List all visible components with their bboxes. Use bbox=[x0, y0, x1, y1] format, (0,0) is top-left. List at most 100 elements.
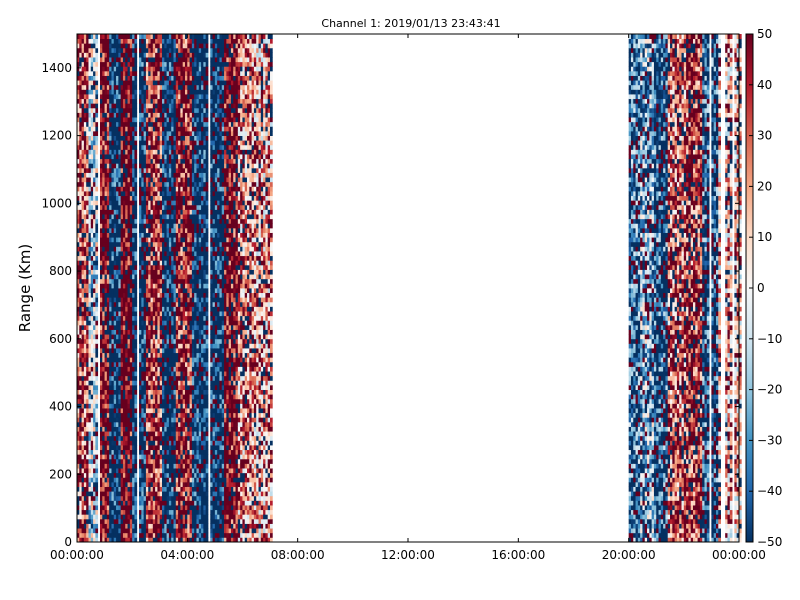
heatmap-cell bbox=[152, 472, 156, 478]
heatmap-cell bbox=[111, 481, 115, 487]
heatmap-cell bbox=[83, 66, 87, 72]
heatmap-cell bbox=[155, 158, 158, 164]
heatmap-cell bbox=[159, 528, 163, 534]
heatmap-cell bbox=[139, 144, 142, 150]
heatmap-cell bbox=[180, 357, 184, 363]
heatmap-cell bbox=[81, 463, 85, 469]
heatmap-cell bbox=[132, 514, 135, 520]
heatmap-cell bbox=[132, 421, 135, 427]
heatmap-cell bbox=[162, 509, 165, 515]
heatmap-cell bbox=[77, 440, 80, 446]
heatmap-cell bbox=[104, 528, 108, 534]
heatmap-cell bbox=[159, 532, 163, 538]
heatmap-cell bbox=[175, 495, 179, 501]
heatmap-cell bbox=[139, 297, 142, 303]
heatmap-cell bbox=[152, 251, 156, 257]
heatmap-cell bbox=[129, 431, 133, 437]
heatmap-cell bbox=[109, 426, 112, 432]
heatmap-cell bbox=[171, 241, 174, 247]
heatmap-cell bbox=[178, 232, 181, 238]
heatmap-cell bbox=[83, 472, 87, 478]
heatmap-cell bbox=[77, 454, 80, 460]
heatmap-cell bbox=[180, 209, 184, 215]
heatmap-cell bbox=[132, 66, 135, 72]
heatmap-cell bbox=[171, 306, 174, 312]
heatmap-cell bbox=[148, 361, 151, 367]
heatmap-cell bbox=[127, 375, 131, 381]
heatmap-cell bbox=[86, 70, 89, 76]
heatmap-cell bbox=[99, 214, 103, 220]
heatmap-cell bbox=[168, 191, 172, 197]
heatmap-cell bbox=[102, 167, 105, 173]
heatmap-cell bbox=[111, 426, 115, 432]
heatmap-cell bbox=[166, 135, 170, 141]
heatmap-cell bbox=[139, 500, 142, 506]
heatmap-cell bbox=[166, 283, 170, 289]
heatmap-cell bbox=[86, 288, 89, 294]
heatmap-cell bbox=[159, 306, 163, 312]
heatmap-cell bbox=[180, 283, 184, 289]
heatmap-cell bbox=[166, 223, 170, 229]
heatmap-cell bbox=[99, 306, 103, 312]
heatmap-cell bbox=[171, 477, 174, 483]
heatmap-cell bbox=[132, 232, 135, 238]
heatmap-cell bbox=[102, 477, 105, 483]
heatmap-cell bbox=[132, 361, 135, 367]
heatmap-cell bbox=[145, 445, 149, 451]
heatmap-cell bbox=[81, 269, 85, 275]
heatmap-cell bbox=[104, 158, 108, 164]
heatmap-cell bbox=[125, 297, 128, 303]
heatmap-cell bbox=[99, 112, 103, 118]
plot-area bbox=[76, 33, 742, 543]
heatmap-cell bbox=[129, 149, 133, 155]
heatmap-cell bbox=[159, 463, 163, 469]
heatmap-cell bbox=[132, 288, 135, 294]
heatmap-cell bbox=[141, 412, 145, 418]
heatmap-cell bbox=[111, 329, 115, 335]
heatmap-cell bbox=[122, 371, 126, 377]
heatmap-cell bbox=[175, 112, 179, 118]
heatmap-cell bbox=[150, 43, 154, 49]
heatmap-cell bbox=[95, 241, 99, 247]
heatmap-cell bbox=[111, 47, 115, 53]
heatmap-cell bbox=[152, 260, 156, 266]
heatmap-cell bbox=[178, 144, 181, 150]
heatmap-cell bbox=[175, 528, 179, 534]
heatmap-cell bbox=[125, 394, 128, 400]
heatmap-cell bbox=[127, 214, 131, 220]
heatmap-cell bbox=[168, 518, 172, 524]
heatmap-cell bbox=[122, 306, 126, 312]
heatmap-cell bbox=[116, 514, 119, 520]
heatmap-cell bbox=[125, 66, 128, 72]
heatmap-cell bbox=[180, 126, 184, 132]
heatmap-cell bbox=[81, 426, 85, 432]
heatmap-cell bbox=[157, 204, 161, 210]
heatmap-cell bbox=[125, 140, 128, 146]
heatmap-cell bbox=[157, 384, 161, 390]
heatmap-cell bbox=[171, 177, 174, 183]
heatmap-cell bbox=[168, 421, 172, 427]
heatmap-cell bbox=[95, 454, 99, 460]
heatmap-cell bbox=[104, 75, 108, 81]
heatmap-cell bbox=[79, 264, 82, 270]
heatmap-cell bbox=[182, 57, 186, 63]
heatmap-cell bbox=[113, 227, 117, 233]
heatmap-cell bbox=[157, 52, 161, 58]
heatmap-cell bbox=[90, 481, 94, 487]
heatmap-cell bbox=[184, 458, 188, 464]
heatmap-cell bbox=[157, 518, 161, 524]
heatmap-cell bbox=[180, 491, 184, 497]
heatmap-cell bbox=[109, 343, 112, 349]
heatmap-cell bbox=[175, 417, 179, 423]
heatmap-cell bbox=[139, 371, 142, 377]
heatmap-cell bbox=[127, 509, 131, 515]
heatmap-cell bbox=[127, 518, 131, 524]
heatmap-cell bbox=[109, 324, 112, 330]
heatmap-cell bbox=[106, 135, 110, 141]
heatmap-cell bbox=[79, 472, 82, 478]
heatmap-cell bbox=[125, 301, 128, 307]
heatmap-cell bbox=[159, 61, 163, 67]
heatmap-cell bbox=[152, 47, 156, 53]
heatmap-cell bbox=[99, 75, 103, 81]
heatmap-cell bbox=[150, 218, 154, 224]
